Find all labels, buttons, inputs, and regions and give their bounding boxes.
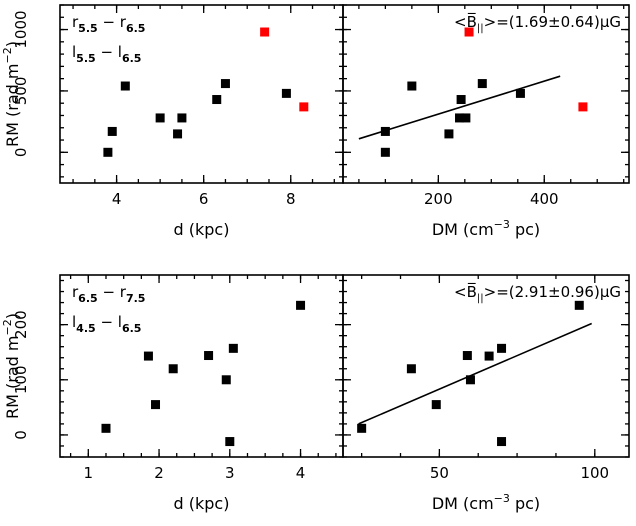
data-point bbox=[120, 81, 130, 91]
x-tick-label: 50 bbox=[430, 464, 449, 482]
x-tick-label: 200 bbox=[424, 190, 453, 208]
plot-frame bbox=[59, 4, 344, 184]
y-axis-label: RM (rad m−2) bbox=[1, 41, 22, 147]
data-point bbox=[574, 300, 584, 310]
data-point bbox=[455, 113, 465, 123]
panel-top-left: 4 6 8 0 500 1000 d (kpc) RM (rad m−2) r5.5 − r6.… bbox=[1, 4, 344, 239]
data-point bbox=[380, 147, 390, 157]
data-point bbox=[464, 27, 474, 37]
field-strength-label: <B̅||>=(2.91±0.96)μG bbox=[454, 282, 621, 304]
data-point bbox=[225, 437, 235, 447]
data-point bbox=[497, 343, 507, 353]
data-point bbox=[484, 351, 494, 361]
data-point bbox=[228, 343, 238, 353]
data-point bbox=[296, 300, 306, 310]
data-point bbox=[212, 95, 222, 105]
fit-line bbox=[358, 322, 593, 425]
y-tick-label: 100 bbox=[12, 365, 30, 394]
data-point bbox=[444, 129, 454, 139]
x-tick-label: 8 bbox=[286, 190, 296, 208]
data-point bbox=[204, 351, 214, 361]
y-tick-label: 0 bbox=[12, 430, 30, 440]
data-point bbox=[173, 129, 183, 139]
data-point bbox=[143, 351, 153, 361]
data-point bbox=[260, 27, 270, 37]
x-tick-label: 3 bbox=[225, 464, 235, 482]
data-point bbox=[101, 423, 111, 433]
data-point bbox=[107, 126, 117, 136]
y-tick-label: 200 bbox=[12, 310, 30, 339]
panel-bottom-left: 1 2 3 4 0 100 200 d (kpc) RM (rad m−2) r6.5 − r7.… bbox=[1, 274, 344, 513]
x-tick-label: 6 bbox=[199, 190, 209, 208]
plot-frame bbox=[342, 274, 630, 458]
data-point bbox=[578, 102, 588, 112]
data-point bbox=[221, 375, 231, 385]
panel-top-right: 200 400 DM (cm−3 pc) <B̅||>=(1.69±0.64)μG bbox=[342, 4, 630, 239]
range-annotation: l4.5 − l6.5 bbox=[72, 313, 141, 335]
y-tick-label: 500 bbox=[12, 77, 30, 106]
data-point bbox=[151, 400, 161, 410]
y-tick-label: 1000 bbox=[12, 10, 30, 48]
range-annotation: r6.5 − r7.5 bbox=[72, 283, 145, 305]
range-annotation: l5.5 − l6.5 bbox=[72, 43, 141, 65]
panel-bottom-right: 50 100 DM (cm−3 pc) <B̅||>=(2.91±0.96)μG bbox=[342, 274, 630, 513]
data-point bbox=[299, 102, 309, 112]
data-point bbox=[477, 79, 487, 89]
data-point bbox=[357, 423, 367, 433]
data-point bbox=[465, 375, 475, 385]
x-tick-label: 1 bbox=[84, 464, 94, 482]
x-tick-label: 4 bbox=[112, 190, 122, 208]
data-point bbox=[407, 81, 417, 91]
data-point bbox=[380, 126, 390, 136]
data-point bbox=[406, 364, 416, 374]
data-point bbox=[462, 351, 472, 361]
y-tick-label: 0 bbox=[12, 148, 30, 158]
data-point bbox=[431, 400, 441, 410]
range-annotation: r5.5 − r6.5 bbox=[72, 13, 145, 35]
data-point bbox=[456, 95, 466, 105]
data-point bbox=[461, 113, 471, 123]
data-point bbox=[281, 88, 291, 98]
field-strength-label: <B̅||>=(1.69±0.64)μG bbox=[454, 12, 621, 34]
x-tick-label: 100 bbox=[580, 464, 609, 482]
x-tick-label: 4 bbox=[296, 464, 306, 482]
x-tick-label: 400 bbox=[530, 190, 559, 208]
x-tick-label: 2 bbox=[154, 464, 164, 482]
x-axis-label: d (kpc) bbox=[174, 494, 230, 513]
data-point bbox=[103, 147, 113, 157]
data-point bbox=[220, 79, 230, 89]
data-point bbox=[155, 113, 165, 123]
plot-frame bbox=[342, 4, 630, 184]
data-point bbox=[497, 437, 507, 447]
data-point bbox=[177, 113, 187, 123]
data-point bbox=[168, 364, 178, 374]
x-axis-label: DM (cm−3 pc) bbox=[432, 492, 540, 513]
y-axis-label: RM (rad m−2) bbox=[1, 313, 22, 419]
fit-line bbox=[358, 75, 561, 140]
x-axis-label: DM (cm−3 pc) bbox=[432, 218, 540, 239]
data-point bbox=[515, 88, 525, 98]
x-axis-label: d (kpc) bbox=[174, 220, 230, 239]
